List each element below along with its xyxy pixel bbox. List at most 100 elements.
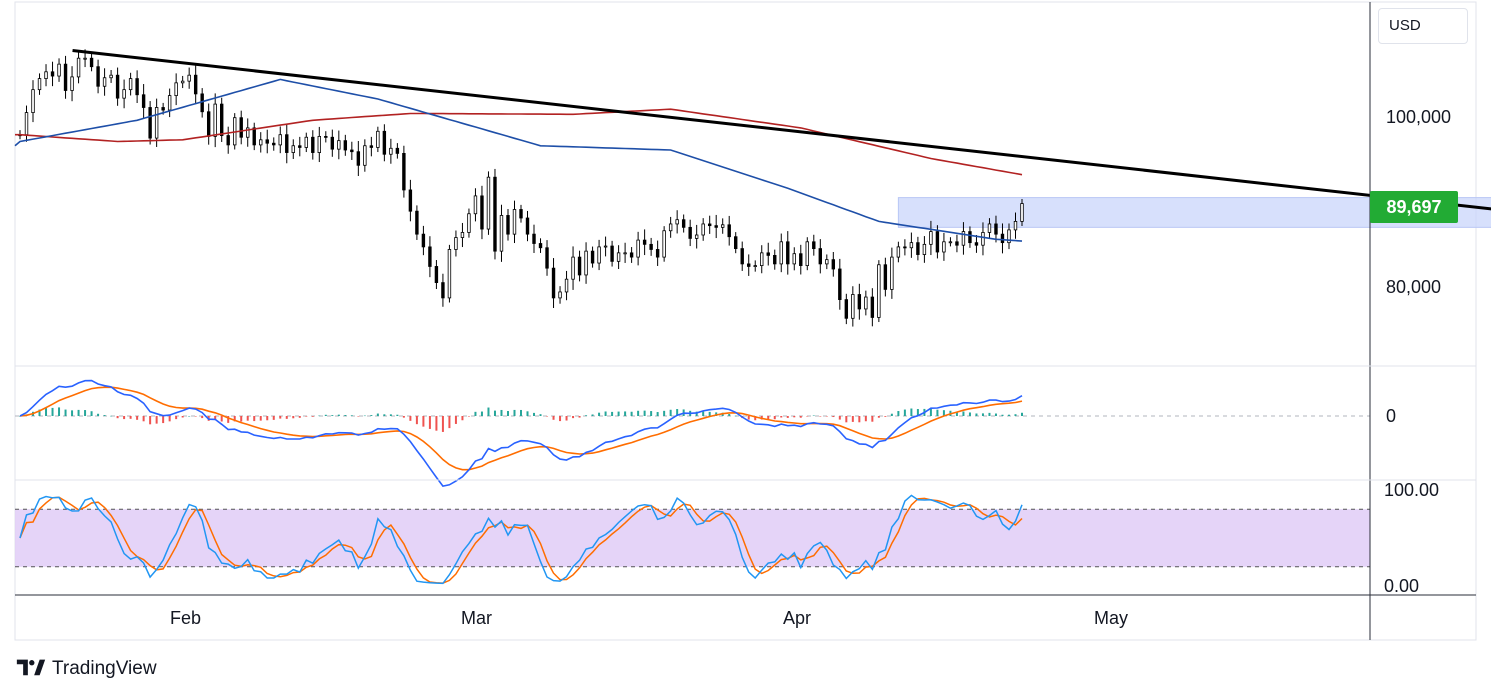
price-candle-body [753, 265, 757, 268]
macd-tick-label: 0 [1386, 406, 1396, 426]
macd-histogram-bar [324, 414, 327, 416]
macd-histogram-bar [233, 416, 236, 422]
macd-histogram-bar [812, 415, 815, 416]
price-candle-body [180, 80, 185, 84]
price-candle-body [968, 231, 972, 244]
price-candle-body [57, 63, 61, 77]
macd-histogram-bar [90, 411, 93, 416]
macd-histogram-bar [1001, 414, 1004, 416]
time-axis[interactable]: Feb Mar Apr May [170, 608, 1128, 628]
macd-histogram-bar [552, 416, 555, 420]
price-candle-body [532, 233, 536, 244]
price-candle-body [148, 107, 152, 139]
macd-histogram-bar [533, 412, 536, 416]
price-candle-body [141, 94, 146, 108]
price-candle-body [1000, 233, 1005, 244]
macd-histogram-bar [572, 416, 575, 419]
price-candle-body [603, 245, 608, 248]
price-candle-body [311, 136, 315, 153]
price-candle-body [467, 213, 471, 233]
macd-histogram-bar [565, 416, 568, 421]
price-candle-body [24, 112, 29, 136]
price-candle-body [636, 239, 640, 258]
macd-histogram-bar [435, 416, 438, 431]
macd-histogram-bar [591, 414, 594, 416]
macd-histogram-bar [331, 415, 334, 416]
macd-histogram-bar [754, 416, 757, 421]
macd-histogram-bar [643, 410, 646, 416]
currency-button[interactable]: USD [1378, 8, 1468, 44]
macd-histogram-bar [526, 411, 529, 416]
price-candle-body [799, 253, 803, 266]
price-candle-body [773, 254, 777, 265]
macd-histogram-bar [266, 416, 269, 421]
price-candle-body [265, 139, 269, 144]
price-candle-body [681, 219, 686, 228]
stochastic-d-line [19, 496, 1023, 584]
macd-histogram-bar [298, 416, 301, 418]
macd-histogram-bar [448, 416, 451, 429]
macd-histogram-bar [51, 407, 54, 416]
macd-histogram-bar [832, 416, 835, 418]
macd-histogram-bar [546, 416, 549, 417]
price-pane[interactable] [14, 49, 1491, 327]
stochastic-pane[interactable] [15, 494, 1370, 585]
price-candle-body [825, 259, 829, 265]
price-candle-body [382, 130, 387, 155]
price-candle-body [363, 145, 367, 166]
macd-histogram-bar [884, 416, 887, 417]
price-candle-body [707, 223, 712, 227]
macd-histogram-bar [116, 416, 119, 419]
price-candle-body [675, 219, 679, 225]
price-candle-body [421, 233, 426, 248]
price-candle-body [167, 95, 172, 111]
brand[interactable]: TradingView [16, 656, 157, 682]
price-candle-body [922, 243, 927, 255]
price-candle-body [642, 239, 647, 245]
price-candle-body [291, 145, 295, 153]
macd-histogram-bar [936, 409, 939, 416]
price-candle-body [239, 117, 243, 138]
macd-histogram-bar [559, 416, 562, 422]
macd-histogram-bar [981, 413, 984, 416]
price-candle-body [122, 89, 126, 99]
macd-pane[interactable] [15, 379, 1370, 487]
price-candle-body [499, 215, 504, 252]
price-candle-body [369, 145, 374, 148]
price-candle-body [740, 248, 744, 265]
price-candle-body [102, 77, 107, 87]
price-candle-body [558, 291, 562, 299]
price-candle-body [870, 296, 875, 318]
macd-histogram-bar [838, 416, 841, 420]
price-tick-label: 100,000 [1386, 107, 1451, 127]
price-candle-body [916, 242, 920, 255]
price-candle-body [135, 78, 139, 96]
macd-histogram-bar [370, 415, 373, 416]
price-candle-body [506, 215, 510, 235]
macd-histogram-bar [188, 415, 191, 417]
macd-histogram-bar [630, 411, 633, 416]
macd-histogram-bar [142, 416, 145, 422]
moving-average-fast [14, 78, 1023, 242]
brand-name: TradingView [52, 658, 157, 679]
macd-histogram-bar [1021, 412, 1023, 416]
price-candle-body [226, 135, 230, 146]
macd-histogram-bar [493, 410, 496, 416]
price-axis[interactable]: 100,000 80,000 0 100.00 0.00 [1384, 107, 1451, 596]
macd-histogram-bar [64, 409, 67, 416]
price-candle-body [935, 231, 940, 253]
macd-histogram-bar [994, 413, 997, 416]
price-candle-body [31, 89, 35, 114]
macd-histogram-bar [38, 409, 41, 416]
price-candle-body [545, 247, 549, 269]
price-candle-body [525, 217, 530, 235]
macd-histogram-bar [272, 416, 275, 420]
price-candle-body [734, 236, 738, 249]
price-candle-body [714, 225, 718, 228]
macd-histogram-bar [598, 412, 601, 416]
price-candle-body [206, 111, 211, 137]
price-candle-body [584, 250, 588, 276]
price-candle-body [350, 149, 354, 153]
price-candle-body [447, 249, 452, 299]
